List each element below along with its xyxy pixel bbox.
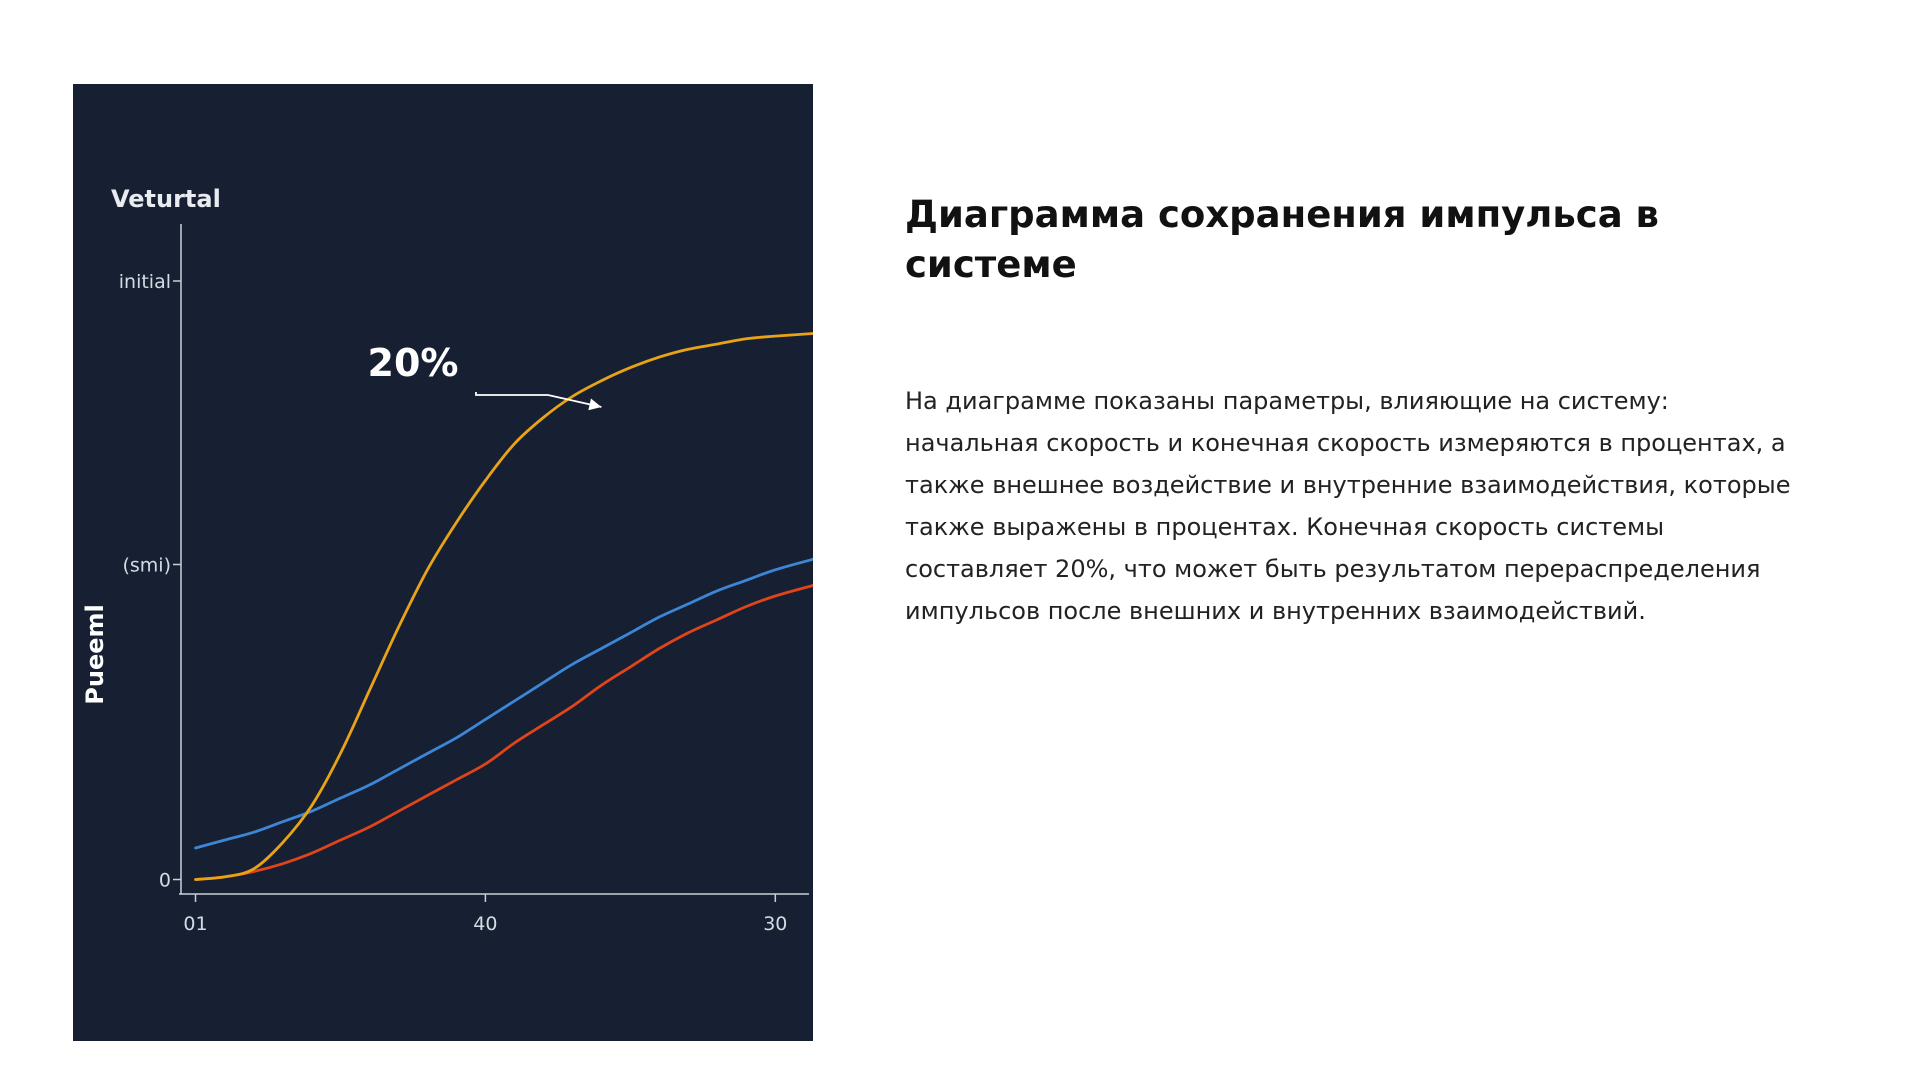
page-heading: Диаграмма сохранения импульса в системе [905, 193, 1659, 286]
chart-title: Veturtal [111, 185, 221, 213]
y-tick-label: initial [119, 271, 171, 293]
chart-axes: 01 40 30 0 (smi) initial Pueeml [81, 224, 809, 935]
page-description: На диаграмме показаны параметры, влияющи… [905, 387, 1791, 625]
x-tick-label: 30 [763, 913, 787, 935]
text-block: Диаграмма сохранения импульса в системе … [905, 190, 1805, 632]
annotation-label: 20% [368, 341, 459, 385]
annotation-arrow-line [475, 392, 602, 408]
annotation-arrowhead [588, 398, 602, 411]
momentum-chart: Veturtal 01 40 30 0 (smi) initial Pueeml 20% [81, 185, 813, 935]
y-axis-label: Pueeml [81, 604, 109, 704]
y-tick-label: 0 [159, 870, 171, 892]
x-tick-label: 40 [473, 913, 497, 935]
y-tick-label: (smi) [122, 555, 171, 577]
chart-annotation: 20% [368, 341, 602, 411]
x-tick-label: 01 [183, 913, 207, 935]
series-line [194, 557, 813, 850]
series-line [194, 332, 813, 881]
chart-panel: Veturtal 01 40 30 0 (smi) initial Pueeml 20% [73, 84, 813, 1041]
chart-series [194, 332, 813, 881]
series-line [194, 584, 813, 881]
